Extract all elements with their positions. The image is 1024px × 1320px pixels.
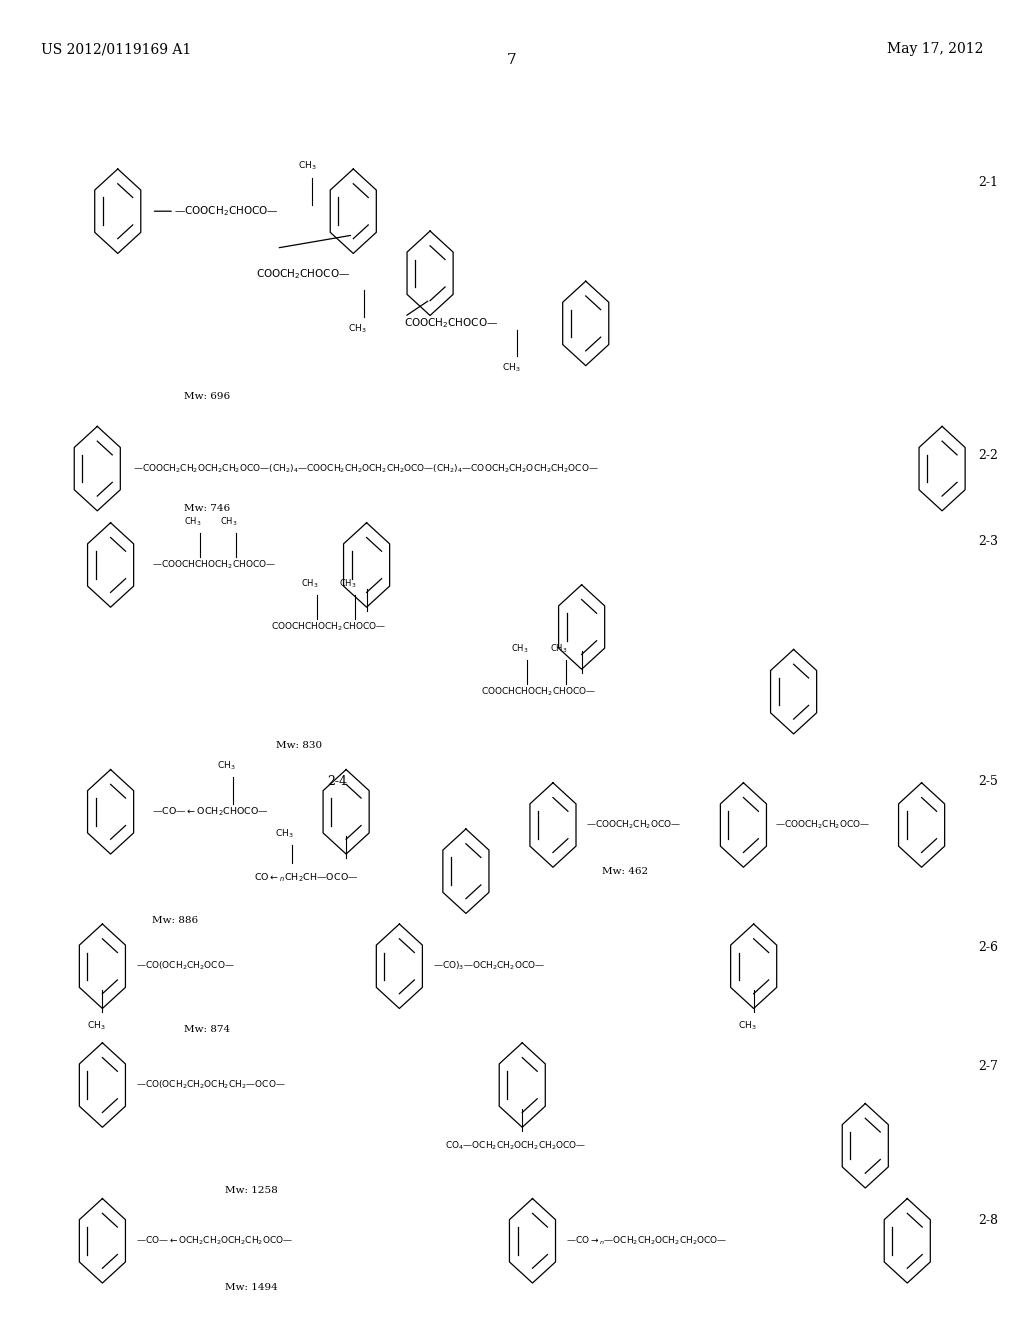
Text: CH$_3$: CH$_3$ (217, 760, 236, 772)
Text: —COOCHCHOCH$_2$CHOCO—: —COOCHCHOCH$_2$CHOCO— (152, 558, 275, 572)
Text: 2-4: 2-4 (328, 775, 348, 788)
Text: 2-6: 2-6 (978, 941, 998, 954)
Text: —COOCH$_2$CHOCO—: —COOCH$_2$CHOCO— (174, 205, 279, 218)
Text: —CO$\rightarrow_n$—OCH$_2$CH$_2$OCH$_2$CH$_2$OCO—: —CO$\rightarrow_n$—OCH$_2$CH$_2$OCH$_2$C… (566, 1234, 728, 1247)
Text: Mw: 886: Mw: 886 (152, 916, 198, 924)
Text: Mw: 1258: Mw: 1258 (225, 1187, 279, 1195)
Text: 2-7: 2-7 (978, 1060, 997, 1073)
Text: CO$\leftarrow_n$CH$_2$CH—OCO—: CO$\leftarrow_n$CH$_2$CH—OCO— (254, 871, 358, 884)
Text: —CO)$_3$—OCH$_2$CH$_2$OCO—: —CO)$_3$—OCH$_2$CH$_2$OCO— (433, 960, 545, 973)
Text: CH$_3$: CH$_3$ (183, 516, 202, 528)
Text: CH$_3$: CH$_3$ (348, 322, 367, 334)
Text: CH$_3$: CH$_3$ (550, 643, 568, 655)
Text: US 2012/0119169 A1: US 2012/0119169 A1 (41, 42, 191, 57)
Text: CH$_3$: CH$_3$ (219, 516, 238, 528)
Text: CH$_3$: CH$_3$ (502, 362, 520, 374)
Text: CH$_3$: CH$_3$ (339, 578, 357, 590)
Text: CH$_3$: CH$_3$ (275, 828, 294, 840)
Text: CO$_4$—OCH$_2$CH$_2$OCH$_2$CH$_2$OCO—: CO$_4$—OCH$_2$CH$_2$OCH$_2$CH$_2$OCO— (445, 1139, 587, 1152)
Text: —COOCH$_2$CH$_2$OCO—: —COOCH$_2$CH$_2$OCO— (586, 818, 681, 832)
Text: COOCH$_2$CHOCO—: COOCH$_2$CHOCO— (404, 317, 499, 330)
Text: —CO(OCH$_2$CH$_2$OCH$_2$CH$_2$—OCO—: —CO(OCH$_2$CH$_2$OCH$_2$CH$_2$—OCO— (136, 1078, 286, 1092)
Text: CH$_3$: CH$_3$ (511, 643, 529, 655)
Text: Mw: 462: Mw: 462 (602, 867, 648, 875)
Text: —COOCH$_2$CH$_2$OCH$_2$CH$_2$OCO—(CH$_2$)$_4$—COOCH$_2$CH$_2$OCH$_2$CH$_2$OCO—(C: —COOCH$_2$CH$_2$OCH$_2$CH$_2$OCO—(CH$_2$… (133, 462, 599, 475)
Text: CH$_3$: CH$_3$ (298, 160, 316, 172)
Text: 2-1: 2-1 (978, 176, 998, 189)
Text: CH$_3$: CH$_3$ (738, 1019, 757, 1031)
Text: 7: 7 (507, 53, 517, 67)
Text: May 17, 2012: May 17, 2012 (887, 42, 983, 57)
Text: CH$_3$: CH$_3$ (301, 578, 319, 590)
Text: CH$_3$: CH$_3$ (87, 1019, 105, 1031)
Text: Mw: 830: Mw: 830 (276, 742, 323, 750)
Text: 2-2: 2-2 (978, 449, 997, 462)
Text: 2-3: 2-3 (978, 535, 998, 548)
Text: COOCHCHOCH$_2$CHOCO—: COOCHCHOCH$_2$CHOCO— (481, 685, 596, 698)
Text: —COOCH$_2$CH$_2$OCO—: —COOCH$_2$CH$_2$OCO— (775, 818, 870, 832)
Text: 2-5: 2-5 (978, 775, 997, 788)
Text: —CO—$\leftarrow$OCH$_2$CH$_2$OCH$_2$CH$_2$OCO—: —CO—$\leftarrow$OCH$_2$CH$_2$OCH$_2$CH$_… (136, 1234, 294, 1247)
Text: —CO—$\leftarrow$OCH$_2$CHOCO—: —CO—$\leftarrow$OCH$_2$CHOCO— (152, 805, 268, 818)
Text: COOCHCHOCH$_2$CHOCO—: COOCHCHOCH$_2$CHOCO— (271, 620, 386, 634)
Text: Mw: 696: Mw: 696 (184, 392, 230, 400)
Text: Mw: 1494: Mw: 1494 (225, 1283, 279, 1291)
Text: Mw: 746: Mw: 746 (184, 504, 230, 512)
Text: —CO(OCH$_2$CH$_2$OCO—: —CO(OCH$_2$CH$_2$OCO— (136, 960, 234, 973)
Text: COOCH$_2$CHOCO—: COOCH$_2$CHOCO— (256, 268, 350, 281)
Text: 2-8: 2-8 (978, 1214, 998, 1228)
Text: Mw: 874: Mw: 874 (184, 1026, 230, 1034)
